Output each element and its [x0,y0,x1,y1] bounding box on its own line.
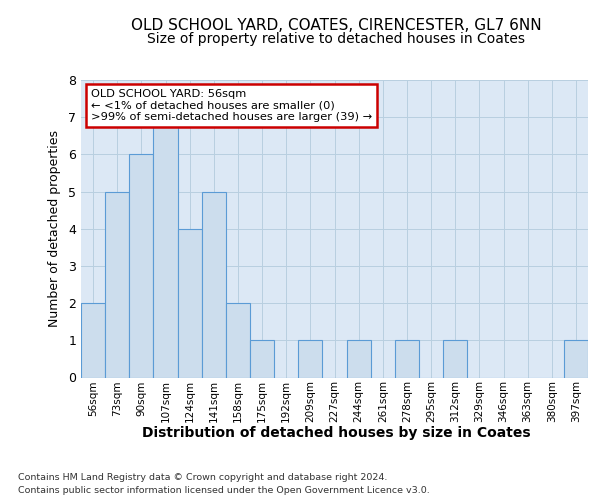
Bar [564,340,588,378]
Text: Distribution of detached houses by size in Coates: Distribution of detached houses by size … [142,426,530,440]
Bar [226,303,250,378]
Bar [395,340,419,378]
Bar [347,340,371,378]
Y-axis label: Number of detached properties: Number of detached properties [48,130,61,327]
Text: OLD SCHOOL YARD, COATES, CIRENCESTER, GL7 6NN: OLD SCHOOL YARD, COATES, CIRENCESTER, GL… [131,18,541,32]
Text: Size of property relative to detached houses in Coates: Size of property relative to detached ho… [147,32,525,46]
Text: OLD SCHOOL YARD: 56sqm
← <1% of detached houses are smaller (0)
>99% of semi-det: OLD SCHOOL YARD: 56sqm ← <1% of detached… [91,89,372,122]
Bar [178,229,202,378]
Bar [105,192,129,378]
Bar [154,117,178,378]
Bar [250,340,274,378]
Text: Contains public sector information licensed under the Open Government Licence v3: Contains public sector information licen… [18,486,430,495]
Text: Contains HM Land Registry data © Crown copyright and database right 2024.: Contains HM Land Registry data © Crown c… [18,472,388,482]
Bar [298,340,322,378]
Bar [443,340,467,378]
Bar [81,303,105,378]
Bar [202,192,226,378]
Bar [129,154,154,378]
